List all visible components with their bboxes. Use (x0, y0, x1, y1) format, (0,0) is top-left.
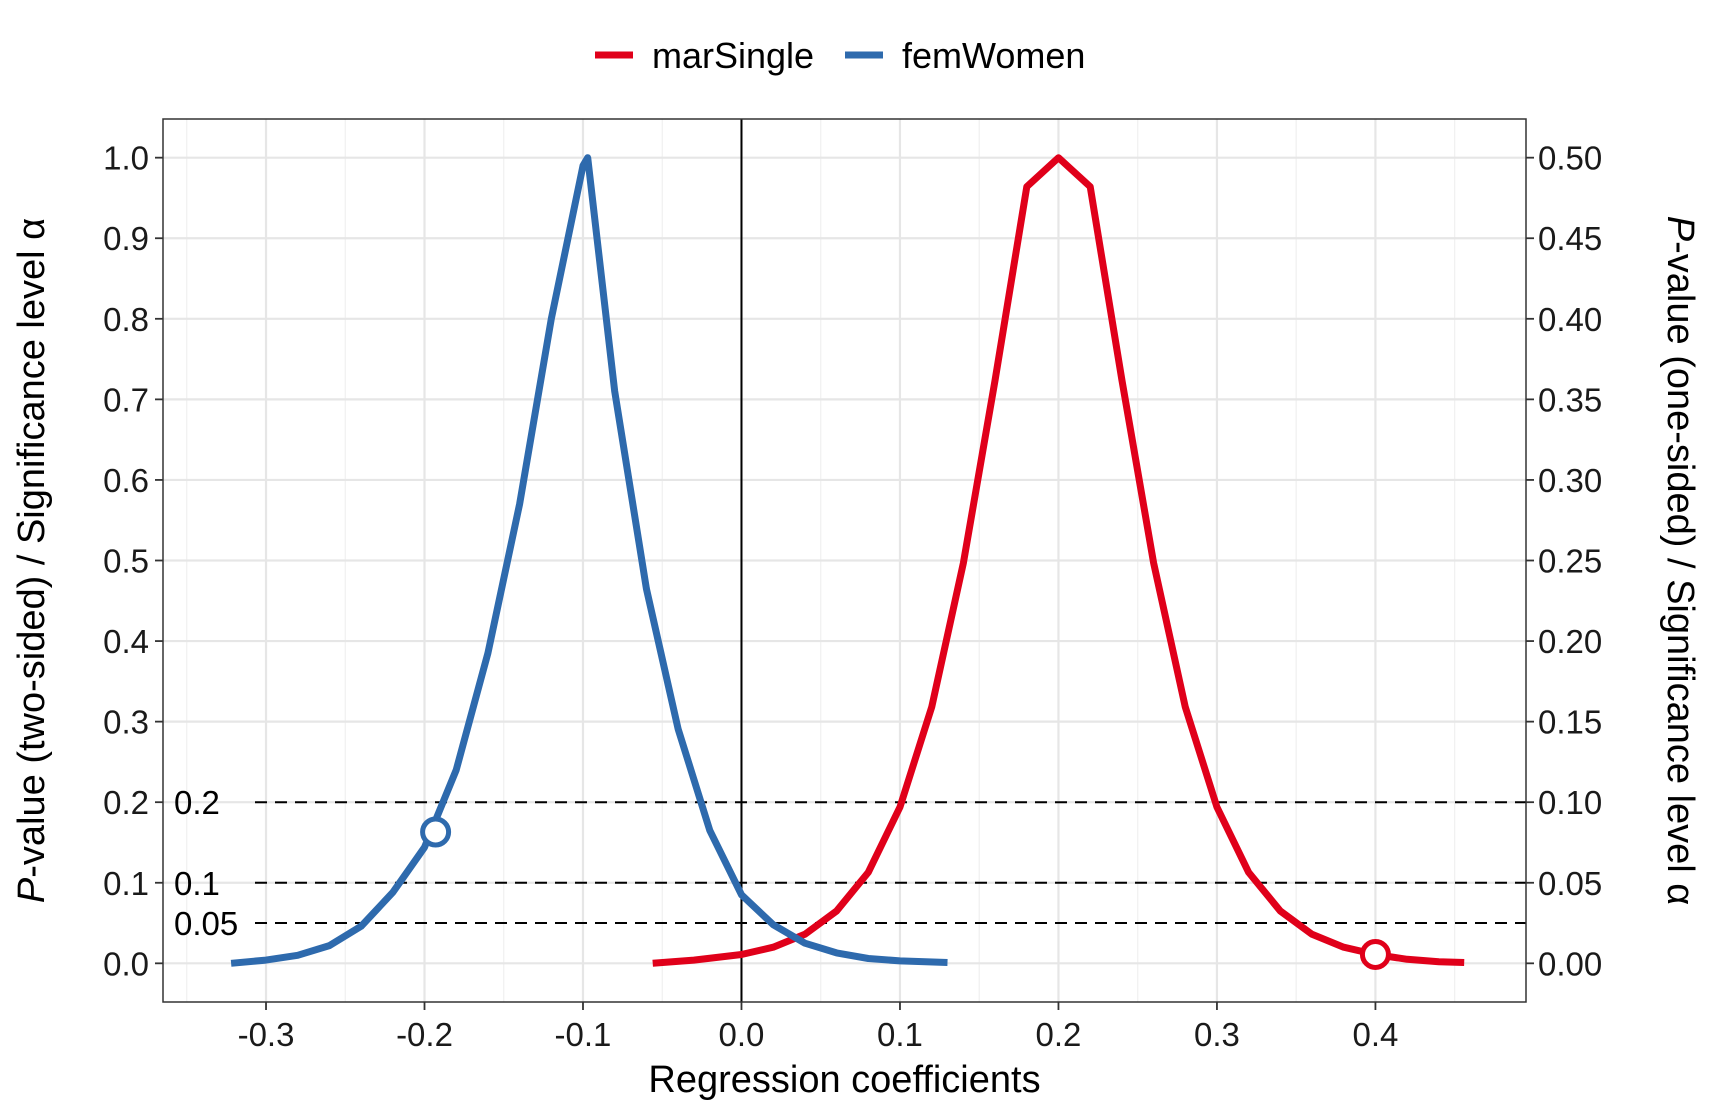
grid (163, 119, 1526, 1002)
y-tick-label-right: 0.45 (1538, 220, 1602, 257)
y-tick-label-left: 0.1 (103, 865, 149, 902)
y-tick-label-left: 0.9 (103, 220, 149, 257)
x-tick-label: -0.2 (396, 1016, 453, 1053)
y-tick-label-right: 0.15 (1538, 704, 1602, 741)
series-lines (230, 154, 1465, 967)
y-tick-label-left: 0.4 (103, 623, 149, 660)
y-tick-label-left: 0.5 (103, 543, 149, 580)
legend-label-femwomen: femWomen (902, 35, 1085, 76)
x-axis-title: Regression coefficients (648, 1059, 1040, 1101)
y-axis-title-right-rest: -value (one-sided) / Significance level … (1659, 241, 1701, 905)
series-line-femwomen (230, 154, 948, 967)
y-tick-label-right: 0.00 (1538, 945, 1602, 982)
y-axis-title-left-italic: P (11, 877, 53, 903)
reference-lines: 0.2 0.10.05 (174, 119, 1526, 1002)
y-tick-label-left: 0.6 (103, 462, 149, 499)
x-tick-label: -0.1 (555, 1016, 612, 1053)
y-tick-label-left: 0.2 (103, 784, 149, 821)
x-tick-label: 0.2 (1036, 1016, 1082, 1053)
marker-femwomen (420, 816, 452, 848)
y-tick-label-left: 0.7 (103, 381, 149, 418)
y-tick-label-right: 0.40 (1538, 301, 1602, 338)
legend: marSingle femWomen (595, 35, 1085, 76)
y-tick-label-left: 0.8 (103, 301, 149, 338)
y-tick-label-right: 0.35 (1538, 381, 1602, 418)
x-tick-label: 0.0 (719, 1016, 765, 1053)
y-axis-title-left: P-value (two-sided) / Significance level… (11, 218, 53, 903)
x-tick-label: -0.3 (238, 1016, 295, 1053)
y-tick-label-right: 0.20 (1538, 623, 1602, 660)
y-axis-title-left-rest: -value (two-sided) / Significance level … (11, 218, 53, 878)
y-tick-label-right: 0.10 (1538, 784, 1602, 821)
reference-line-label: 0.1 (174, 865, 220, 902)
x-tick-label: 0.1 (877, 1016, 923, 1053)
x-tick-label: 0.3 (1194, 1016, 1240, 1053)
y-tick-label-left: 0.0 (103, 945, 149, 982)
reference-line-label: 0.05 (174, 905, 238, 942)
y-tick-label-left: 0.3 (103, 704, 149, 741)
markers (420, 816, 1391, 970)
marker-marsingle (1359, 938, 1391, 970)
y-axis-title-right: P-value (one-sided) / Significance level… (1659, 216, 1701, 905)
series-line-marsingle (652, 154, 1465, 967)
y-tick-label-left: 1.0 (103, 140, 149, 177)
y-tick-label-right: 0.50 (1538, 140, 1602, 177)
y-tick-label-right: 0.30 (1538, 462, 1602, 499)
y-axis-title-right-italic: P (1659, 216, 1701, 242)
legend-label-marsingle: marSingle (652, 35, 814, 76)
y-tick-label-right: 0.25 (1538, 543, 1602, 580)
x-tick-label: 0.4 (1352, 1016, 1398, 1053)
y-tick-label-right: 0.05 (1538, 865, 1602, 902)
axes: -0.3 -0.2 -0.1 0.0 0.1 0.2 0.3 0.40.00.10.20.30… (103, 140, 1602, 1053)
reference-line-label: 0.2 (174, 784, 220, 821)
